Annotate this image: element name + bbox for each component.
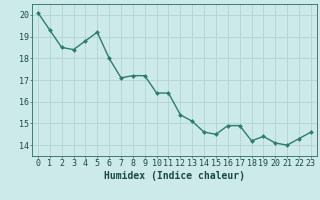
X-axis label: Humidex (Indice chaleur): Humidex (Indice chaleur) [104, 171, 245, 181]
